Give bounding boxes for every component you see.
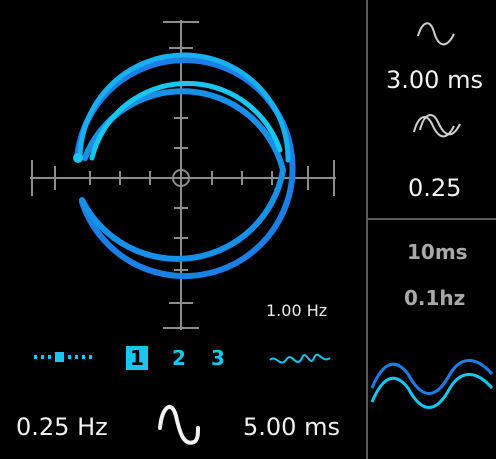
dotted-slider-icon[interactable]	[34, 350, 98, 364]
right-section-divider	[366, 218, 496, 220]
inactive-time-value[interactable]: 10ms	[407, 240, 468, 264]
dual-wave-preview-icon	[370, 359, 494, 409]
sine-wave-icon[interactable]	[156, 398, 202, 448]
xy-display[interactable]	[0, 0, 370, 340]
wobble-wave-icon[interactable]	[268, 344, 332, 370]
voice-2-button[interactable]: 2	[172, 346, 186, 370]
single-sine-icon	[417, 22, 455, 46]
rate-readout: 1.00 Hz	[266, 301, 328, 320]
panel-divider	[366, 0, 368, 459]
trail-head-dot[interactable]	[73, 153, 83, 163]
double-sine-icon	[413, 114, 461, 138]
voice-3-button[interactable]: 3	[211, 346, 225, 370]
voice-1-button[interactable]: 1	[126, 346, 148, 370]
modulation-trail	[74, 52, 296, 280]
delay-value[interactable]: 3.00 ms	[386, 66, 483, 94]
lfo-rate-value[interactable]: 0.25 Hz	[16, 413, 108, 441]
lfo-time-value[interactable]: 5.00 ms	[243, 413, 340, 441]
inactive-rate-value[interactable]: 0.1hz	[404, 286, 466, 310]
width-value[interactable]: 0.25	[408, 174, 462, 202]
